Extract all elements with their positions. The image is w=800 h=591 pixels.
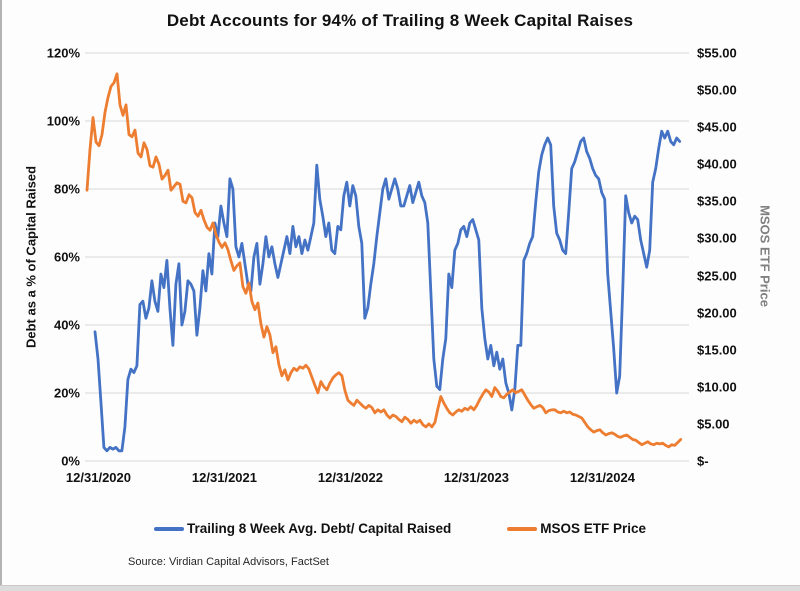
legend: Trailing 8 Week Avg. Debt/ Capital Raise… [0, 521, 800, 536]
y-left-tick-label: 100% [46, 113, 80, 129]
source-note: Source: Virdian Capital Advisors, FactSe… [128, 556, 329, 568]
msos-series-line [85, 72, 683, 449]
y-left-tick-label: 40% [53, 317, 80, 333]
x-tick-label: 12/31/2021 [191, 470, 257, 485]
y-right-tick-label: $- [697, 453, 709, 469]
y-right-tick-label: $20.00 [697, 305, 737, 321]
y-right-tick-label: $45.00 [697, 119, 737, 135]
x-tick-label: 12/31/2023 [443, 470, 509, 485]
legend-item-debt: Trailing 8 Week Avg. Debt/ Capital Raise… [153, 521, 452, 536]
window-left-edge [0, 0, 2, 591]
y-right-tick-label: $55.00 [697, 45, 737, 61]
y-right-tick-label: $50.00 [697, 82, 737, 98]
y-left-tick-label: 80% [53, 181, 80, 197]
y-right-tick-label: $5.00 [697, 416, 730, 432]
debt-series-label: Trailing 8 Week Avg. Debt/ Capital Raise… [186, 521, 452, 536]
x-tick-label: 12/31/2020 [65, 470, 131, 485]
chart-title: Debt Accounts for 94% of Trailing 8 Week… [166, 11, 634, 30]
y-left-tick-label: 20% [53, 385, 80, 401]
msos-series-label: MSOS ETF Price [540, 521, 647, 536]
y-right-tick-label: $40.00 [697, 156, 737, 172]
window-bottom-edge [0, 585, 800, 591]
y-right-tick-label: $35.00 [697, 193, 737, 209]
y-left-tick-label: 120% [46, 45, 80, 61]
msos-series-swatch [507, 526, 538, 531]
right-axis-title: MSOS ETF Price [757, 205, 773, 307]
y-right-tick-label: $15.00 [697, 342, 737, 358]
legend-item-msos: MSOS ETF Price [507, 521, 646, 536]
y-right-tick-label: $30.00 [697, 230, 737, 246]
debt-series-line [93, 129, 682, 453]
y-right-tick-label: $25.00 [697, 268, 737, 284]
y-right-tick-label: $10.00 [697, 379, 737, 395]
x-tick-label: 12/31/2024 [569, 470, 635, 485]
y-left-tick-label: 60% [53, 249, 80, 265]
x-tick-label: 12/31/2022 [317, 470, 383, 485]
debt-series-swatch [153, 526, 184, 531]
y-left-tick-label: 0% [61, 453, 80, 469]
